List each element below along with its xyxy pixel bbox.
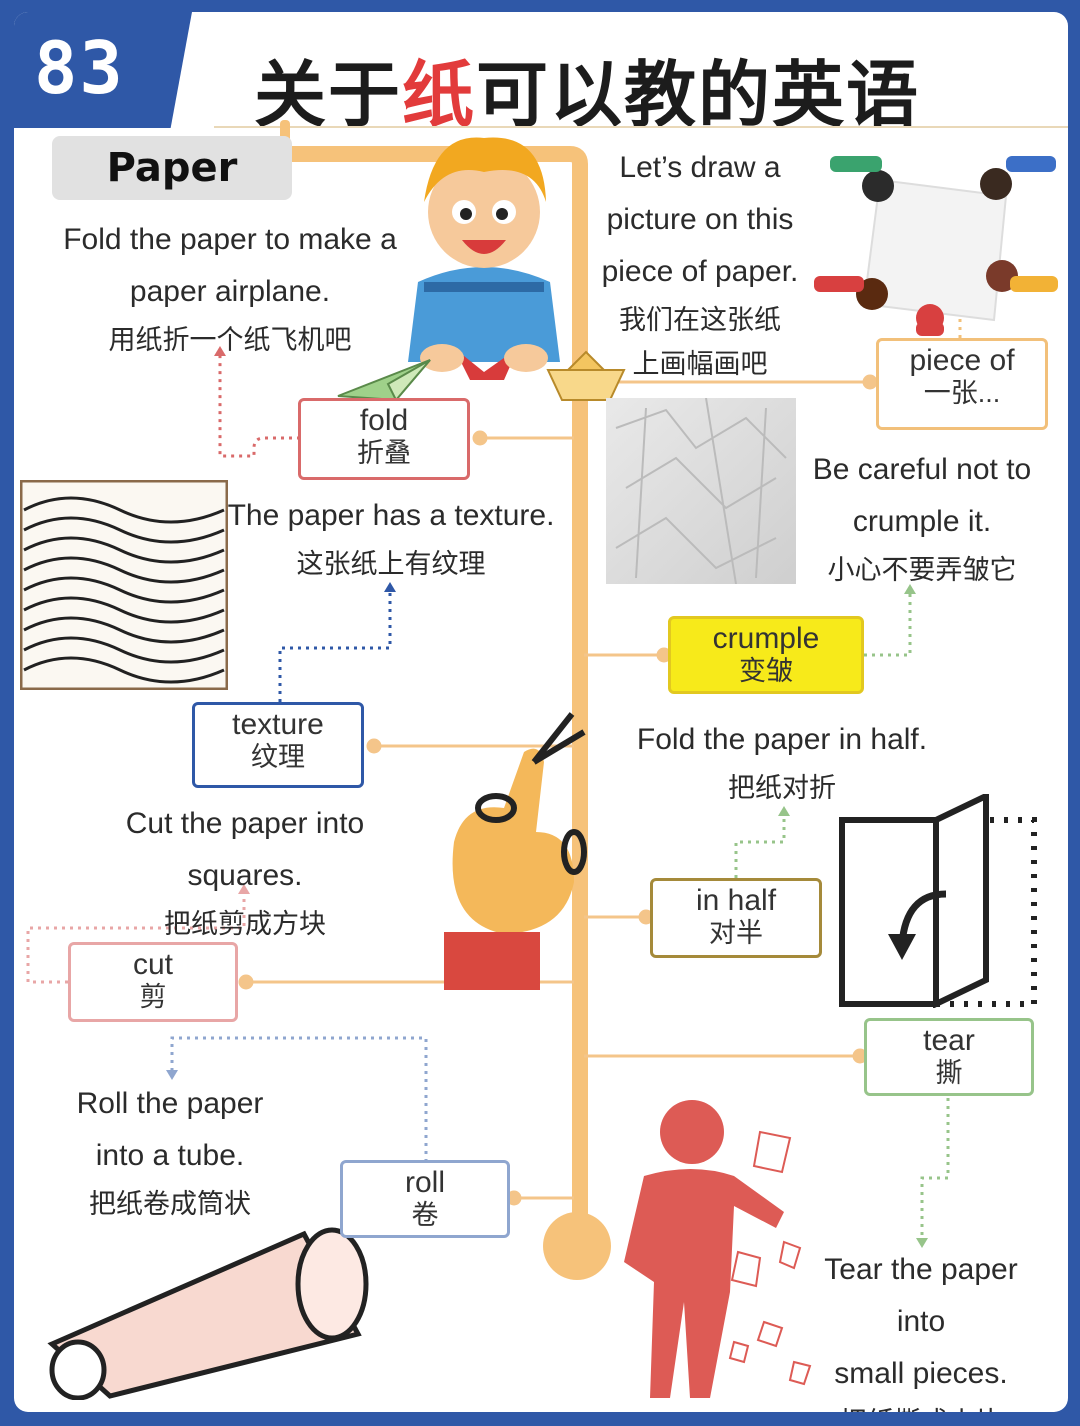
branch-dot-texture bbox=[366, 738, 382, 754]
content-card: 83 关于纸可以教的英语 bbox=[14, 12, 1068, 1412]
sentence-roll-en-1: Roll the paper bbox=[76, 1087, 264, 1120]
sentence-fold-en-2: paper airplane. bbox=[129, 275, 331, 308]
node-cut: cut 剪 bbox=[68, 942, 238, 1022]
arrow-roll bbox=[166, 1070, 178, 1080]
sentence-crumple-zh: 小心不要弄皱它 bbox=[827, 555, 1017, 585]
sentence-cut-zh: 把纸剪成方块 bbox=[164, 909, 326, 939]
lesson-number: 83 bbox=[34, 26, 125, 110]
sentence-roll: Roll the paper into a tube. 把纸卷成筒状 bbox=[70, 1078, 270, 1226]
trunk-end-node bbox=[543, 1212, 611, 1280]
node-fold-en: fold bbox=[359, 404, 409, 437]
node-crumple: crumple 变皱 bbox=[668, 616, 864, 694]
mindmap-connectors bbox=[26, 120, 962, 1280]
arrow-texture bbox=[384, 582, 396, 592]
node-piece-of: piece of 一张... bbox=[876, 338, 1048, 430]
node-fold-zh: 折叠 bbox=[357, 438, 411, 468]
arrow-cut bbox=[238, 884, 250, 894]
node-crumple-zh: 变皱 bbox=[739, 656, 793, 686]
sentence-crumple-en-2: crumple it. bbox=[852, 505, 992, 538]
leader-cut bbox=[26, 892, 246, 984]
fold-in-half-diagram bbox=[839, 794, 1037, 1008]
sentence-in-half-en: Fold the paper in half. bbox=[636, 723, 928, 756]
node-cut-en: cut bbox=[132, 948, 174, 981]
node-in-half-en: in half bbox=[695, 884, 777, 917]
root-node: Paper bbox=[52, 136, 292, 200]
node-texture-zh: 纹理 bbox=[251, 742, 305, 772]
sentence-piece-of-en-3: piece of paper. bbox=[601, 255, 799, 288]
sentence-roll-zh: 把纸卷成筒状 bbox=[89, 1189, 251, 1219]
paper-airplane-icon bbox=[337, 359, 431, 402]
node-crumple-en: crumple bbox=[712, 622, 820, 655]
arrow-crumple bbox=[904, 584, 916, 594]
node-tear-en: tear bbox=[923, 1024, 975, 1057]
page-title: 关于纸可以教的英语 bbox=[254, 36, 920, 141]
sentence-texture-en: The paper has a texture. bbox=[227, 499, 555, 532]
sentence-tear-en-1: Tear the paper into bbox=[824, 1253, 1018, 1338]
arrow-in-half bbox=[778, 806, 790, 816]
node-texture: texture 纹理 bbox=[192, 702, 364, 788]
arrow-fold bbox=[214, 346, 226, 356]
branch-dot-piece bbox=[862, 374, 878, 390]
leader-in-half bbox=[734, 814, 786, 878]
node-cut-zh: 剪 bbox=[139, 982, 167, 1012]
sentence-crumple: Be careful not to crumple it. 小心不要弄皱它 bbox=[802, 444, 1042, 592]
node-fold: fold 折叠 bbox=[298, 398, 470, 480]
branch-dot-fold bbox=[472, 430, 488, 446]
sentence-piece-of-zh-1: 我们在这张纸 bbox=[619, 305, 781, 335]
leader-tear bbox=[920, 1098, 950, 1240]
person-tearing-paper-illustration bbox=[624, 1100, 812, 1398]
title-part-2: 可以教的英语 bbox=[476, 53, 921, 137]
title-part-1: 关于 bbox=[254, 53, 403, 137]
sentence-roll-en-2: into a tube. bbox=[95, 1139, 245, 1172]
rolled-paper-tube-illustration bbox=[47, 1227, 369, 1400]
sentence-in-half: Fold the paper in half. 把纸对折 bbox=[634, 714, 930, 810]
trunk-line bbox=[282, 146, 588, 1230]
children-drawing-illustration bbox=[814, 156, 1058, 336]
node-in-half: in half 对半 bbox=[650, 878, 822, 958]
sentence-cut: Cut the paper into squares. 把纸剪成方块 bbox=[70, 798, 420, 946]
leader-crumple bbox=[864, 592, 912, 657]
sentence-piece-of-en-2: picture on this bbox=[606, 203, 794, 236]
leader-roll bbox=[170, 1036, 428, 1162]
hand-with-scissors-illustration bbox=[444, 712, 587, 990]
node-roll-zh: 卷 bbox=[411, 1200, 439, 1230]
sentence-fold: Fold the paper to make a paper airplane.… bbox=[50, 214, 410, 362]
textured-paper-image bbox=[20, 480, 228, 690]
branch-dot-cut bbox=[238, 974, 254, 990]
sentence-in-half-zh: 把纸对折 bbox=[728, 773, 836, 803]
number-tab bbox=[14, 12, 192, 128]
crumpled-paper-image bbox=[606, 398, 796, 584]
node-tear-zh: 撕 bbox=[935, 1058, 963, 1088]
node-texture-en: texture bbox=[232, 708, 324, 741]
sentence-tear-en-2: small pieces. bbox=[834, 1357, 1008, 1390]
title-highlight: 纸 bbox=[402, 53, 477, 137]
sentence-piece-of-en-1: Let’s draw a bbox=[619, 151, 781, 184]
node-piece-of-zh: 一张... bbox=[923, 378, 1001, 408]
node-piece-of-en: piece of bbox=[909, 344, 1015, 377]
sentence-tear-zh: 把纸撕成小片 bbox=[796, 1400, 1046, 1412]
node-roll: roll 卷 bbox=[340, 1160, 510, 1238]
title-underline bbox=[214, 126, 1068, 128]
sentence-fold-zh: 用纸折一个纸飞机吧 bbox=[108, 325, 352, 355]
sentence-texture: The paper has a texture. 这张纸上有纹理 bbox=[226, 490, 556, 586]
arrow-tear bbox=[916, 1238, 928, 1248]
sentence-piece-of: Let’s draw a picture on this piece of pa… bbox=[590, 142, 810, 386]
node-in-half-zh: 对半 bbox=[709, 918, 763, 948]
paper-boat-icon bbox=[546, 350, 626, 401]
node-tear: tear 撕 bbox=[864, 1018, 1034, 1096]
sentence-piece-of-zh-2: 上画幅画吧 bbox=[632, 349, 768, 379]
boy-folding-paper-illustration bbox=[408, 137, 560, 380]
sentence-crumple-en-1: Be careful not to bbox=[812, 453, 1032, 486]
sentence-cut-en: Cut the paper into squares. bbox=[125, 807, 365, 892]
sentence-tear: Tear the paper into small pieces. 把纸撕成小片 bbox=[796, 1244, 1046, 1412]
leader-texture bbox=[278, 590, 392, 702]
sentence-texture-zh: 这张纸上有纹理 bbox=[296, 549, 486, 579]
node-roll-en: roll bbox=[404, 1166, 445, 1199]
leader-fold bbox=[218, 354, 300, 458]
sentence-fold-en-1: Fold the paper to make a bbox=[63, 223, 397, 256]
